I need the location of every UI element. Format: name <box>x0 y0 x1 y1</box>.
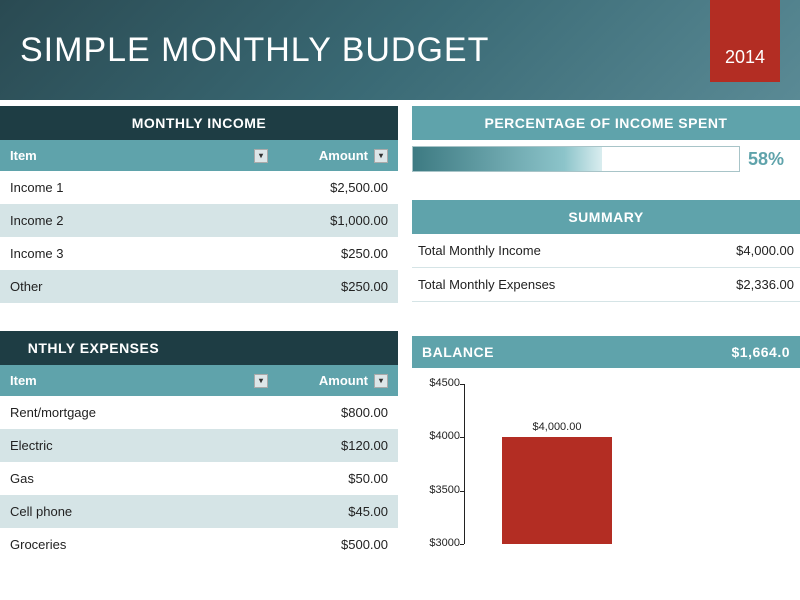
income-col-amount[interactable]: Amount ▾ <box>278 140 398 171</box>
chart-tick <box>460 544 464 545</box>
balance-value: $1,664.0 <box>732 344 791 360</box>
cell-item: Rent/mortgage <box>0 396 278 429</box>
table-row: Income 3 $250.00 <box>0 237 398 270</box>
cell-amount: $250.00 <box>278 237 398 270</box>
summary-label: Total Monthly Income <box>418 243 541 258</box>
cell-amount: $800.00 <box>278 396 398 429</box>
income-title: MONTHLY INCOME <box>0 106 398 140</box>
chart-bar <box>502 437 612 544</box>
table-row: Income 2 $1,000.00 <box>0 204 398 237</box>
cell-item: Income 3 <box>0 237 278 270</box>
table-row: Groceries $500.00 <box>0 528 398 561</box>
balance-bar: BALANCE $1,664.0 <box>412 336 800 368</box>
col-label: Item <box>10 373 37 388</box>
cell-item: Groceries <box>0 528 278 561</box>
percent-title: PERCENTAGE OF INCOME SPENT <box>412 106 800 140</box>
right-column: PERCENTAGE OF INCOME SPENT 58% SUMMARY T… <box>412 106 800 561</box>
chart-tick <box>460 437 464 438</box>
expenses-title: NTHLY EXPENSES <box>0 331 398 365</box>
balance-label: BALANCE <box>422 344 494 360</box>
summary-row: Total Monthly Income $4,000.00 <box>412 234 800 268</box>
cell-item: Cell phone <box>0 495 278 528</box>
dropdown-icon[interactable]: ▾ <box>254 149 268 163</box>
percent-fill <box>413 147 602 171</box>
chart-bar-label: $4,000.00 <box>502 421 612 433</box>
table-row: Other $250.00 <box>0 270 398 303</box>
table-row: Gas $50.00 <box>0 462 398 495</box>
income-header: Item ▾ Amount ▾ <box>0 140 398 171</box>
col-label: Amount <box>319 148 368 163</box>
dropdown-icon[interactable]: ▾ <box>374 149 388 163</box>
cell-amount: $50.00 <box>278 462 398 495</box>
expenses-header: Item ▾ Amount ▾ <box>0 365 398 396</box>
dropdown-icon[interactable]: ▾ <box>254 374 268 388</box>
cell-amount: $250.00 <box>278 270 398 303</box>
summary-value: $4,000.00 <box>736 243 794 258</box>
summary-row: Total Monthly Expenses $2,336.00 <box>412 268 800 302</box>
expenses-col-item[interactable]: Item ▾ <box>0 365 278 396</box>
col-label: Amount <box>319 373 368 388</box>
cell-amount: $1,000.00 <box>278 204 398 237</box>
header: SIMPLE MONTHLY BUDGET 2014 <box>0 0 800 100</box>
income-col-item[interactable]: Item ▾ <box>0 140 278 171</box>
year-badge: 2014 <box>710 0 780 82</box>
left-column: MONTHLY INCOME Item ▾ Amount ▾ Income 1 … <box>0 106 398 561</box>
percent-bar <box>412 146 740 172</box>
cell-amount: $45.00 <box>278 495 398 528</box>
percent-bar-wrap: 58% <box>412 140 800 178</box>
cell-amount: $2,500.00 <box>278 171 398 204</box>
percent-value: 58% <box>748 149 796 170</box>
summary-value: $2,336.00 <box>736 277 794 292</box>
cell-item: Other <box>0 270 278 303</box>
chart-ytick-label: $3500 <box>412 484 460 496</box>
balance-chart: $4500$4000$3500$3000$4,000.00 <box>412 374 800 544</box>
table-row: Electric $120.00 <box>0 429 398 462</box>
table-row: Cell phone $45.00 <box>0 495 398 528</box>
chart-tick <box>460 491 464 492</box>
chart-ytick-label: $4500 <box>412 377 460 389</box>
col-label: Item <box>10 148 37 163</box>
chart-tick <box>460 384 464 385</box>
cell-item: Income 1 <box>0 171 278 204</box>
content: MONTHLY INCOME Item ▾ Amount ▾ Income 1 … <box>0 106 800 561</box>
table-row: Income 1 $2,500.00 <box>0 171 398 204</box>
chart-axis <box>464 384 465 544</box>
summary-label: Total Monthly Expenses <box>418 277 555 292</box>
percent-section: PERCENTAGE OF INCOME SPENT 58% <box>412 106 800 178</box>
page-title: SIMPLE MONTHLY BUDGET <box>20 31 489 70</box>
chart-ytick-label: $3000 <box>412 537 460 549</box>
table-row: Rent/mortgage $800.00 <box>0 396 398 429</box>
cell-item: Income 2 <box>0 204 278 237</box>
chart-ytick-label: $4000 <box>412 430 460 442</box>
cell-item: Gas <box>0 462 278 495</box>
summary-title: SUMMARY <box>412 200 800 234</box>
expenses-col-amount[interactable]: Amount ▾ <box>278 365 398 396</box>
dropdown-icon[interactable]: ▾ <box>374 374 388 388</box>
cell-amount: $500.00 <box>278 528 398 561</box>
cell-amount: $120.00 <box>278 429 398 462</box>
cell-item: Electric <box>0 429 278 462</box>
